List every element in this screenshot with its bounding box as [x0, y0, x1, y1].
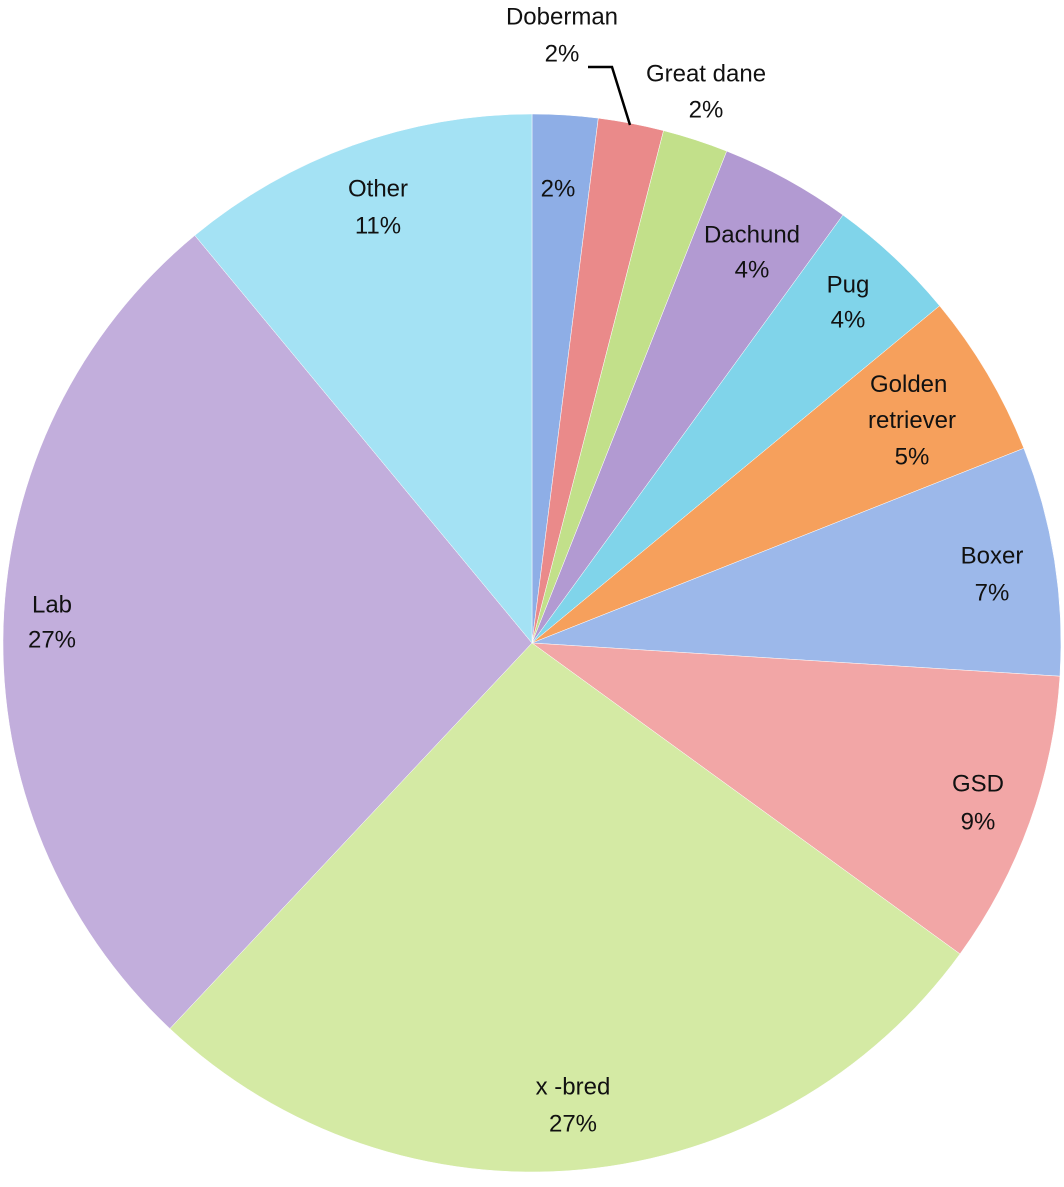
- slice: [2, 235, 533, 1029]
- slice-value-label: 7%: [975, 579, 1010, 606]
- pie: [2, 113, 1062, 1173]
- slice: [531, 305, 1025, 644]
- labels: 2% Doberman 2% Great dane 2% Dachund 4% Pug 4% Go…: [28, 3, 1023, 1137]
- slice-name: Boxer: [961, 542, 1024, 569]
- leader-line: [588, 65, 632, 126]
- slice: [531, 642, 1061, 955]
- slice-value-label: 4%: [831, 306, 866, 333]
- slice-value-label: 2%: [545, 40, 580, 67]
- slice-value-label: 11%: [355, 212, 401, 239]
- slice-name: Dachund: [704, 221, 800, 248]
- slice-value-label: 4%: [735, 256, 770, 283]
- slice: [531, 447, 1062, 677]
- slice: [169, 642, 961, 1173]
- slice-name: Other: [348, 175, 408, 202]
- slice-value-label: 9%: [961, 808, 996, 835]
- slice-name: Lab: [32, 591, 72, 618]
- slice-name: Golden retriever: [868, 371, 956, 434]
- slice-value-label: 2%: [689, 96, 724, 123]
- slice-name: Doberman: [506, 3, 618, 30]
- slice-name: GSD: [952, 770, 1004, 797]
- slice-value-label: 5%: [895, 443, 930, 470]
- slice-name: x -bred: [536, 1073, 611, 1100]
- slice-value-label: 2%: [541, 175, 576, 202]
- slice-name: Pug: [827, 271, 870, 298]
- slice: [194, 113, 533, 644]
- slice-value-label: 27%: [28, 626, 76, 653]
- slice-name: Great dane: [646, 60, 766, 87]
- slice-value-label: 27%: [549, 1110, 597, 1137]
